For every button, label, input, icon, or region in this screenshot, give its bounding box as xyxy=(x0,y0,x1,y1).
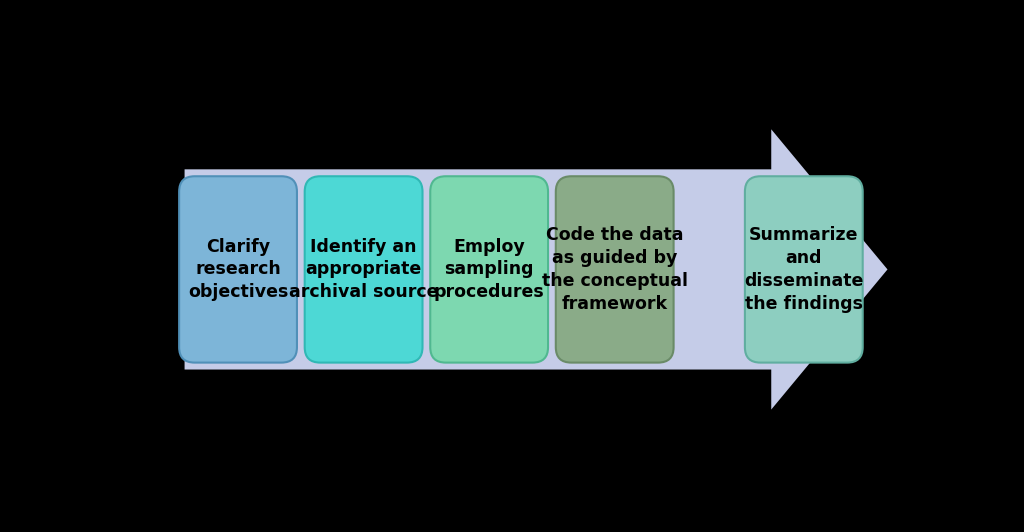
FancyBboxPatch shape xyxy=(305,176,423,363)
FancyBboxPatch shape xyxy=(556,176,674,363)
Text: Clarify
research
objectives: Clarify research objectives xyxy=(187,237,288,301)
Text: Code the data
as guided by
the conceptual
framework: Code the data as guided by the conceptua… xyxy=(542,226,688,313)
Text: Identify an
appropriate
archival source: Identify an appropriate archival source xyxy=(289,237,438,301)
Text: Employ
sampling
procedures: Employ sampling procedures xyxy=(434,237,545,301)
Text: Summarize
and
disseminate
the findings: Summarize and disseminate the findings xyxy=(744,226,863,313)
FancyBboxPatch shape xyxy=(179,176,297,363)
FancyBboxPatch shape xyxy=(744,176,862,363)
FancyBboxPatch shape xyxy=(430,176,548,363)
Polygon shape xyxy=(184,129,888,410)
